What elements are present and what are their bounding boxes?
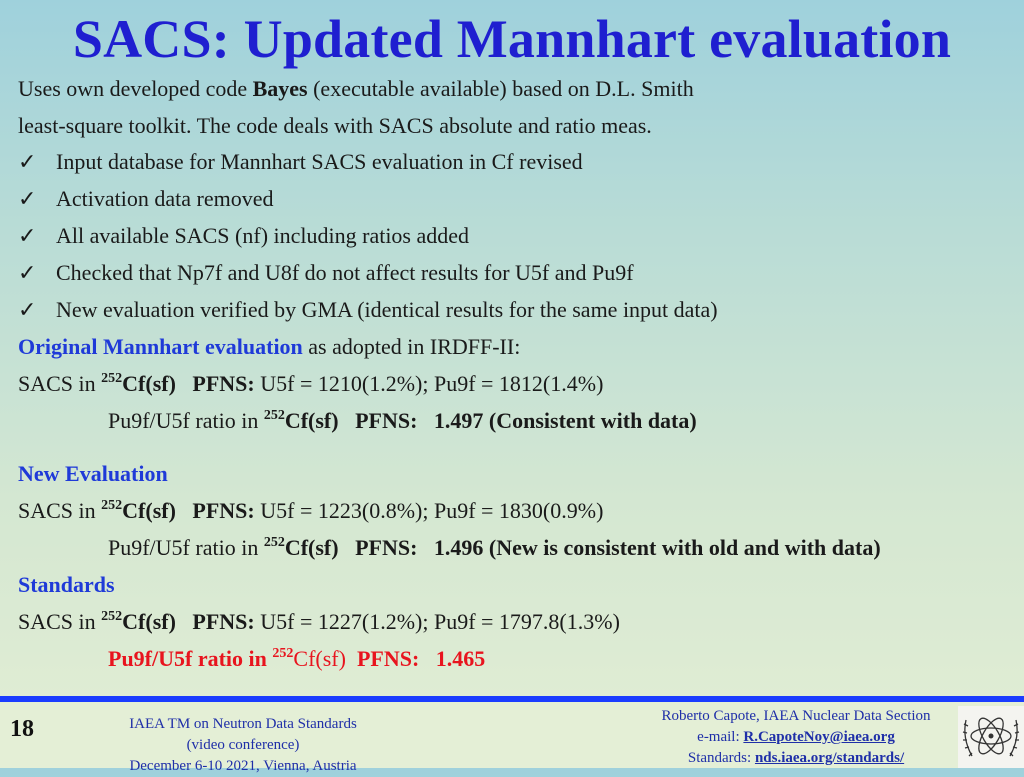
isotope: Cf(sf): [284, 535, 339, 560]
intro-line-1: Uses own developed code Bayes (executabl…: [18, 76, 694, 102]
pfns-label: PFNS:: [192, 371, 255, 396]
standards-ratio-line: Pu9f/U5f ratio in 252Cf(sf) PFNS: 1.465: [108, 646, 485, 672]
section-heading: Original Mannhart evaluation: [18, 334, 303, 359]
sacs-values: U5f = 1210(1.2%); Pu9f = 1812(1.4%): [254, 371, 604, 396]
email-line: e-mail: R.CapoteNoy@iaea.org: [636, 727, 956, 748]
ratio-label: Pu9f/U5f ratio in: [108, 646, 273, 671]
new-sacs-line: SACS in 252Cf(sf) PFNS: U5f = 1223(0.8%)…: [18, 498, 603, 524]
intro-text: (executable available) based on D.L. Smi…: [307, 76, 694, 101]
isotope: Cf(sf): [293, 646, 346, 671]
sacs-label: SACS in: [18, 609, 102, 634]
pfns-label: PFNS:: [192, 609, 255, 634]
conference-date: December 6-10 2021, Vienna, Austria: [129, 758, 357, 774]
mass-number: 252: [101, 609, 123, 624]
ratio-label: Pu9f/U5f ratio in: [108, 535, 264, 560]
standards-heading: Standards: [18, 572, 115, 598]
pfns-label: PFNS:: [355, 408, 418, 433]
original-heading: Original Mannhart evaluation as adopted …: [18, 334, 520, 360]
bullet-text: Input database for Mannhart SACS evaluat…: [56, 149, 583, 174]
ratio-value: 1.465: [435, 646, 486, 671]
slide-title: SACS: Updated Mannhart evaluation: [72, 9, 952, 69]
checkmark-icon: ✓: [18, 223, 37, 248]
isotope: Cf(sf): [122, 609, 176, 634]
section-heading: New Evaluation: [18, 461, 168, 486]
checkmark-icon: ✓: [18, 260, 37, 285]
bullet-text: Activation data removed: [56, 186, 274, 211]
sacs-label: SACS in: [18, 498, 102, 523]
mass-number: 252: [101, 371, 123, 386]
bullet-item: ✓ New evaluation verified by GMA (identic…: [18, 297, 718, 323]
standards-sacs-line: SACS in 252Cf(sf) PFNS: U5f = 1227(1.2%)…: [18, 609, 620, 635]
pfns-label: PFNS:: [192, 498, 255, 523]
heading-suffix: as adopted in IRDFF-II:: [302, 334, 521, 359]
bullet-item: ✓ Input database for Mannhart SACS evalua…: [18, 149, 583, 175]
mass-number: 252: [263, 535, 285, 550]
email-label: e-mail:: [697, 729, 744, 745]
section-heading: Standards: [18, 572, 115, 597]
pfns-label: PFNS:: [356, 646, 420, 671]
ratio-value: 1.497 (Consistent with data): [433, 408, 697, 433]
email-link[interactable]: R.CapoteNoy@iaea.org: [743, 729, 895, 745]
standards-label: Standards:: [687, 750, 755, 766]
bullet-text: Checked that Np7f and U8f do not affect …: [56, 260, 634, 285]
intro-text: Uses own developed code: [18, 76, 253, 101]
checkmark-icon: ✓: [18, 297, 37, 322]
conference-format: (video conference): [186, 737, 300, 753]
sacs-values: U5f = 1227(1.2%); Pu9f = 1797.8(1.3%): [254, 609, 620, 634]
isotope: Cf(sf): [122, 371, 176, 396]
standards-line: Standards: nds.iaea.org/standards/: [636, 748, 956, 769]
intro-line-2: least-square toolkit. The code deals wit…: [18, 113, 652, 138]
ratio-label: Pu9f/U5f ratio in: [108, 408, 264, 433]
pfns-label: PFNS:: [355, 535, 418, 560]
code-name: Bayes: [252, 76, 308, 101]
new-eval-heading: New Evaluation: [18, 461, 168, 487]
conference-title: IAEA TM on Neutron Data Standards: [129, 716, 357, 732]
mass-number: 252: [263, 408, 285, 423]
checkmark-icon: ✓: [18, 186, 37, 211]
standards-link[interactable]: nds.iaea.org/standards/: [754, 750, 905, 766]
sacs-label: SACS in: [18, 371, 102, 396]
original-ratio-line: Pu9f/U5f ratio in 252Cf(sf) PFNS: 1.497 …: [108, 408, 697, 434]
bullet-item: ✓ All available SACS (nf) including ratio…: [18, 223, 469, 249]
bullet-item: ✓ Checked that Np7f and U8f do not affect…: [18, 260, 634, 286]
footer-band: [0, 702, 1024, 768]
isotope: Cf(sf): [122, 498, 176, 523]
checkmark-icon: ✓: [18, 149, 37, 174]
mass-number: 252: [272, 646, 294, 661]
isotope: Cf(sf): [284, 408, 339, 433]
iaea-logo-icon: [958, 706, 1024, 768]
new-ratio-line: Pu9f/U5f ratio in 252Cf(sf) PFNS: 1.496 …: [108, 535, 881, 561]
footer-divider: [0, 696, 1024, 702]
bullet-text: New evaluation verified by GMA (identica…: [56, 297, 718, 322]
sacs-values: U5f = 1223(0.8%); Pu9f = 1830(0.9%): [254, 498, 604, 523]
bullet-item: ✓ Activation data removed: [18, 186, 273, 212]
bullet-text: All available SACS (nf) including ratios…: [56, 223, 470, 248]
mass-number: 252: [101, 498, 123, 513]
page-number: 18: [10, 716, 34, 742]
ratio-value: 1.496 (New is consistent with old and wi…: [433, 535, 881, 560]
original-sacs-line: SACS in 252Cf(sf) PFNS: U5f = 1210(1.2%)…: [18, 371, 603, 397]
contact-info: Roberto Capote, IAEA Nuclear Data Sectio…: [636, 706, 956, 769]
author-line: Roberto Capote, IAEA Nuclear Data Sectio…: [661, 708, 931, 724]
